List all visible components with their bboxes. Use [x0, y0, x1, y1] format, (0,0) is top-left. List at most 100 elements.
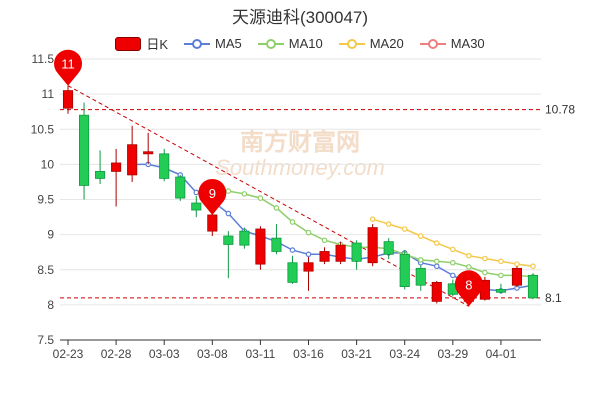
y-tick-label: 11.5 — [32, 52, 55, 66]
series-point-ma5 — [433, 263, 440, 270]
legend-item-ma10[interactable]: MA10 — [257, 36, 323, 51]
ma10-swatch-icon — [257, 38, 284, 49]
watermark-en: Southmoney.com — [215, 155, 385, 180]
series-point-ma10 — [321, 237, 328, 244]
x-tick-label: 03-11 — [246, 347, 276, 361]
x-tick-label: 03-08 — [197, 347, 228, 361]
candle-body — [111, 162, 122, 172]
pin-label: 9 — [209, 186, 216, 201]
candle-body — [383, 241, 394, 255]
candle-body — [319, 251, 330, 262]
candle-body — [255, 228, 266, 265]
series-point-ma20 — [466, 252, 472, 259]
candle-body — [431, 281, 442, 302]
y-tick-label: 9 — [47, 228, 54, 242]
candle-body — [399, 253, 410, 288]
x-tick-label: 03-03 — [149, 347, 180, 361]
ma30-swatch-icon — [419, 38, 446, 49]
pin-marker: 11 — [54, 49, 83, 86]
series-point-ma10 — [417, 257, 424, 263]
series-point-ma10 — [225, 188, 232, 194]
y-tick-label: 9.5 — [37, 193, 54, 207]
y-tick-label: 11 — [42, 87, 55, 101]
series-line-ma20 — [372, 218, 534, 267]
candle-body — [79, 114, 90, 186]
pin-marker: 8 — [454, 270, 483, 307]
series-point-ma20 — [450, 246, 456, 253]
series-point-ma20 — [369, 216, 376, 222]
legend-label: MA5 — [215, 36, 242, 51]
series-point-ma20 — [514, 261, 520, 267]
candle-body — [527, 274, 539, 299]
x-tick-label: 03-16 — [293, 347, 324, 361]
pin-label: 11 — [61, 57, 75, 72]
ma20-swatch-icon — [338, 38, 365, 49]
candle-body — [303, 262, 314, 272]
candle-swatch-icon — [115, 36, 142, 51]
series-point-ma10 — [482, 269, 488, 276]
pin-head — [454, 270, 483, 299]
y-tick-label: 10 — [41, 157, 55, 171]
candle-body — [207, 214, 218, 232]
series-point-ma5 — [193, 189, 200, 196]
legend: 日K MA5 MA10 MA20 MA30 — [0, 34, 600, 53]
chart-title: 天源迪科(300047) — [231, 8, 369, 27]
legend-label: MA20 — [369, 36, 404, 51]
candle-body — [511, 267, 522, 286]
candle-body — [62, 90, 74, 109]
series-point-ma10 — [305, 229, 312, 236]
pin-label: 8 — [465, 277, 472, 292]
candle-body — [95, 170, 106, 179]
series-point-ma5 — [225, 210, 232, 217]
series-point-ma20 — [401, 226, 408, 232]
pin-head — [198, 178, 227, 207]
x-tick-label: 03-24 — [389, 347, 420, 361]
y-tick-label: 8 — [47, 298, 54, 312]
candle-body — [271, 237, 282, 252]
legend-label: 日K — [146, 37, 169, 52]
series-point-ma10 — [241, 191, 248, 197]
legend-label: MA30 — [450, 36, 485, 51]
series-point-ma20 — [482, 255, 488, 262]
candle-body — [159, 153, 170, 179]
candle-body — [191, 202, 202, 211]
series-point-ma20 — [417, 233, 424, 239]
candle-body — [127, 144, 138, 176]
y-tick-label: 8.5 — [37, 263, 54, 277]
x-tick-label: 03-29 — [437, 347, 468, 361]
series-point-ma5 — [289, 247, 296, 253]
series-point-ma10 — [498, 272, 504, 279]
x-tick-label: 03-21 — [341, 347, 372, 361]
candle-body — [495, 289, 506, 293]
candle-body — [335, 244, 346, 262]
legend-item-day-k[interactable]: 日K — [115, 34, 168, 53]
candle-body — [143, 151, 154, 155]
series-point-ma20 — [385, 221, 392, 227]
series-point-ma5 — [450, 272, 456, 279]
reference-label: 10.78 — [545, 103, 575, 117]
legend-item-ma30[interactable]: MA30 — [419, 36, 485, 51]
watermark-cn: 南方财富网 — [240, 128, 360, 156]
candle-body — [367, 227, 378, 264]
series-point-ma5 — [305, 251, 312, 258]
pin-head — [54, 49, 83, 78]
x-tick-label: 04-01 — [486, 347, 517, 361]
x-tick-label: 02-23 — [53, 347, 84, 361]
series-point-ma20 — [433, 240, 440, 246]
series-point-ma10 — [289, 219, 296, 225]
candle-body — [415, 267, 426, 286]
pin-marker: 9 — [198, 178, 227, 215]
reference-label: 8.1 — [545, 291, 562, 305]
series-point-ma20 — [530, 263, 536, 270]
ma5-swatch-icon — [184, 38, 211, 49]
x-tick-label: 02-28 — [101, 347, 132, 361]
legend-label: MA10 — [288, 36, 323, 51]
series-point-ma10 — [450, 259, 456, 266]
legend-item-ma5[interactable]: MA5 — [184, 36, 242, 51]
series-point-ma10 — [466, 264, 472, 270]
legend-item-ma20[interactable]: MA20 — [338, 36, 404, 51]
candle-body — [351, 242, 362, 262]
series-point-ma10 — [273, 205, 280, 211]
candle-body — [239, 230, 250, 246]
